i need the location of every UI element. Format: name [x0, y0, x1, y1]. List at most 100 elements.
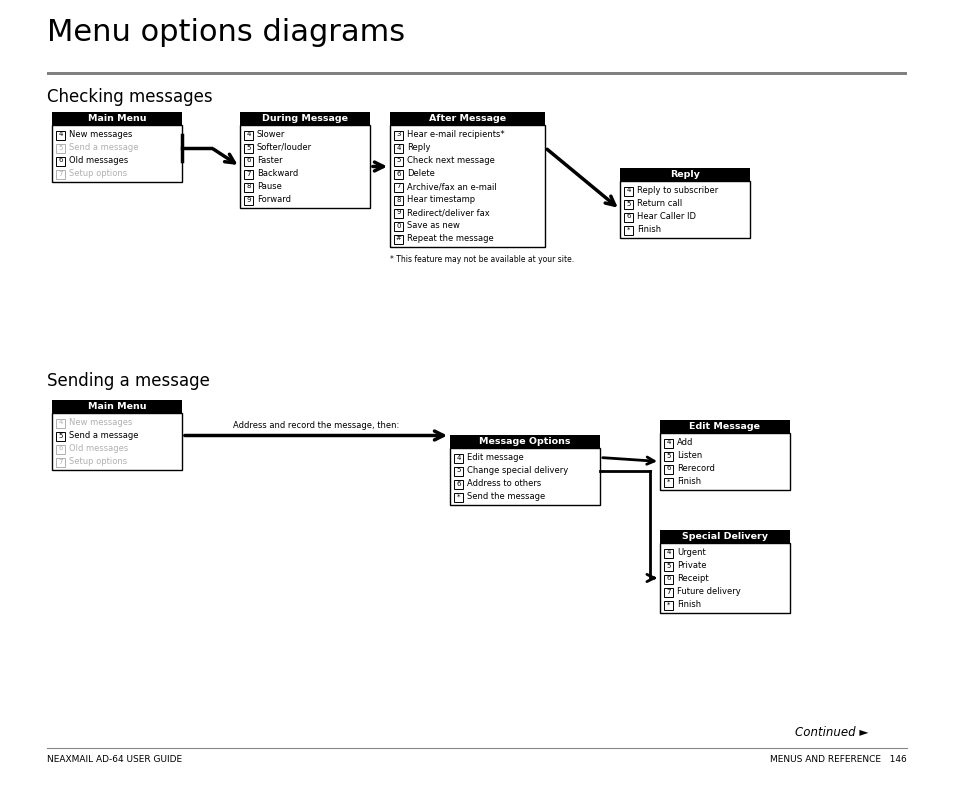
Bar	[394, 196, 402, 204]
Text: Reply: Reply	[669, 170, 700, 179]
Text: 7: 7	[395, 183, 400, 189]
Bar	[52, 413, 182, 470]
Bar	[450, 448, 599, 505]
Text: 5: 5	[665, 453, 670, 458]
Text: Pause: Pause	[256, 182, 281, 191]
Text: 4: 4	[58, 420, 63, 425]
Text: *: *	[666, 479, 670, 484]
Text: Send the message: Send the message	[467, 492, 545, 501]
Text: Sending a message: Sending a message	[47, 372, 210, 390]
Bar	[240, 125, 370, 208]
Bar	[56, 170, 65, 178]
Bar	[454, 454, 462, 462]
Text: 6: 6	[58, 157, 63, 163]
Bar	[663, 575, 672, 583]
Text: NEAXMAIL AD-64 USER GUIDE: NEAXMAIL AD-64 USER GUIDE	[47, 755, 182, 764]
Bar	[663, 601, 672, 609]
Text: Main Menu: Main Menu	[88, 114, 146, 123]
Bar	[663, 478, 672, 487]
Text: * This feature may not be available at your site.: * This feature may not be available at y…	[390, 255, 574, 264]
Text: Edit message: Edit message	[467, 453, 523, 462]
Bar	[52, 112, 182, 125]
Text: Private: Private	[677, 561, 706, 570]
Bar	[390, 112, 544, 125]
Text: 6: 6	[395, 171, 400, 177]
Bar	[663, 587, 672, 597]
Bar	[244, 182, 253, 192]
Bar	[56, 457, 65, 467]
Text: 9: 9	[395, 210, 400, 215]
Text: 7: 7	[58, 458, 63, 465]
Text: Listen: Listen	[677, 451, 701, 460]
Text: Message Options: Message Options	[478, 437, 570, 446]
Bar	[56, 418, 65, 428]
Bar	[394, 170, 402, 178]
Text: Future delivery: Future delivery	[677, 587, 740, 596]
Text: Special Delivery: Special Delivery	[681, 532, 767, 541]
Text: 4: 4	[626, 188, 630, 193]
Text: 6: 6	[58, 446, 63, 451]
Bar	[619, 181, 749, 238]
Text: Return call: Return call	[637, 199, 681, 208]
Text: Reply to subscriber: Reply to subscriber	[637, 186, 718, 195]
Text: 7: 7	[246, 171, 251, 177]
Text: 4: 4	[58, 131, 63, 138]
Text: Urgent: Urgent	[677, 548, 705, 557]
Text: 6: 6	[246, 157, 251, 163]
Bar	[454, 493, 462, 501]
Text: 7: 7	[58, 171, 63, 177]
Bar	[619, 168, 749, 181]
Text: Rerecord: Rerecord	[677, 464, 714, 473]
Text: Faster: Faster	[256, 156, 282, 165]
Bar	[244, 196, 253, 204]
Bar	[394, 130, 402, 139]
Text: Redirect/deliver fax: Redirect/deliver fax	[407, 208, 489, 217]
Bar	[663, 465, 672, 473]
Text: Send a message: Send a message	[69, 431, 138, 440]
Text: Send a message: Send a message	[69, 143, 138, 152]
Text: 4: 4	[665, 439, 670, 446]
Text: Repeat the message: Repeat the message	[407, 234, 494, 243]
Text: #: #	[395, 236, 401, 241]
Bar	[454, 467, 462, 476]
Text: Old messages: Old messages	[69, 156, 128, 165]
Bar	[394, 182, 402, 192]
Bar	[390, 125, 544, 247]
Bar	[623, 200, 633, 208]
Bar	[52, 125, 182, 182]
Text: Forward: Forward	[256, 195, 291, 204]
Text: 4: 4	[456, 454, 460, 461]
Bar	[623, 212, 633, 222]
Bar	[394, 156, 402, 166]
Text: 3: 3	[395, 131, 400, 138]
Text: Archive/fax an e-mail: Archive/fax an e-mail	[407, 182, 497, 191]
Bar	[659, 433, 789, 490]
Text: *: *	[626, 226, 630, 233]
Text: 6: 6	[665, 465, 670, 472]
Text: 4: 4	[395, 145, 400, 150]
Text: Finish: Finish	[637, 225, 660, 234]
Bar	[623, 186, 633, 196]
Bar	[663, 439, 672, 447]
Text: 5: 5	[58, 432, 63, 439]
Text: After Message: After Message	[429, 114, 505, 123]
Text: Setup options: Setup options	[69, 169, 127, 178]
Bar	[56, 445, 65, 454]
Text: Reply: Reply	[407, 143, 430, 152]
Bar	[659, 420, 789, 433]
Text: Finish: Finish	[677, 477, 700, 486]
Bar	[659, 530, 789, 543]
Text: 5: 5	[665, 563, 670, 568]
Text: 7: 7	[665, 589, 670, 594]
Text: Change special delivery: Change special delivery	[467, 466, 568, 475]
Bar	[240, 112, 370, 125]
Bar	[244, 156, 253, 166]
Text: Receipt: Receipt	[677, 574, 708, 583]
Bar	[56, 432, 65, 440]
Bar	[56, 156, 65, 166]
Text: Backward: Backward	[256, 169, 298, 178]
Bar	[394, 222, 402, 230]
Text: *: *	[456, 494, 459, 499]
Text: 0: 0	[395, 222, 400, 229]
Text: 9: 9	[246, 196, 251, 203]
